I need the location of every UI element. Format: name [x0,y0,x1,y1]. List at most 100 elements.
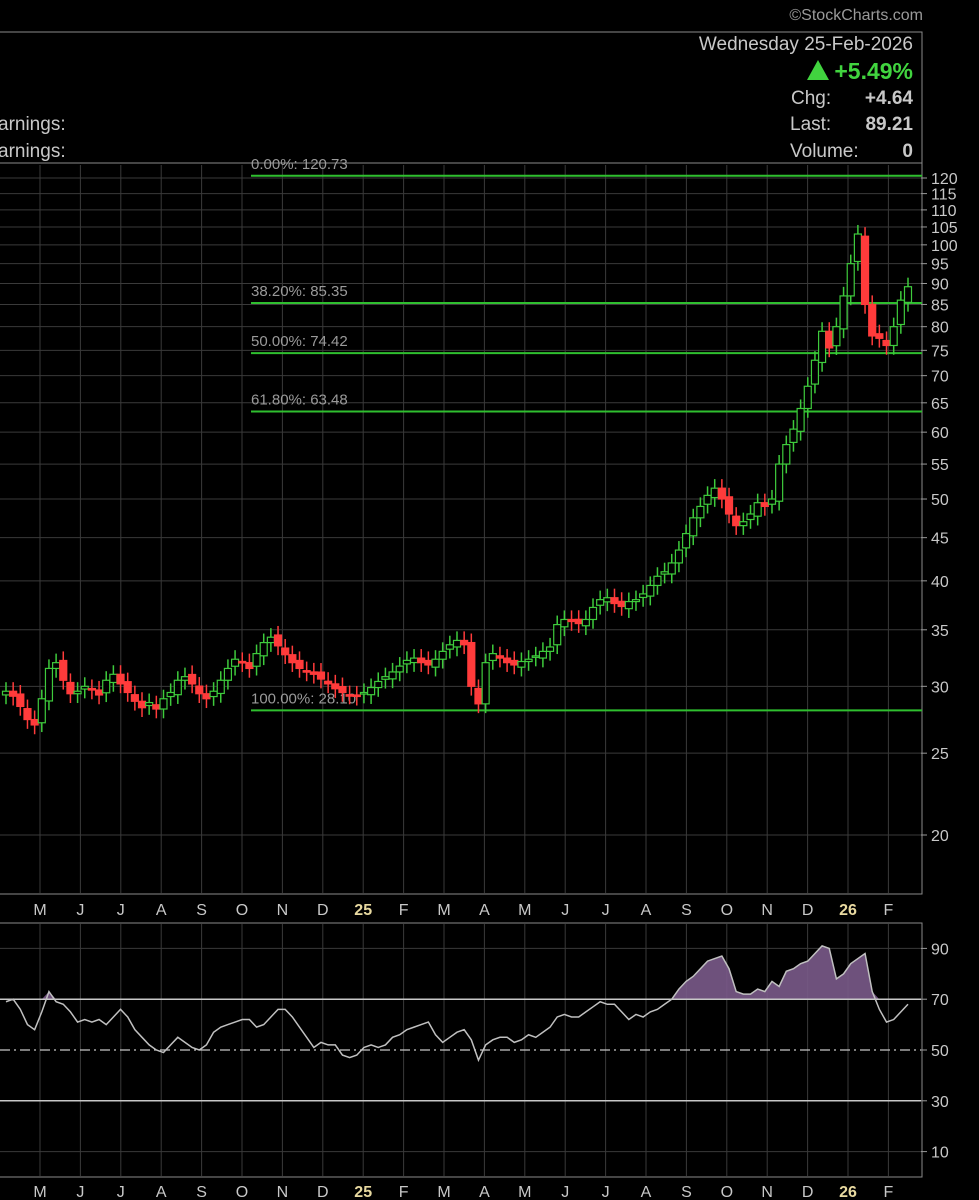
candle-body [59,659,68,681]
rsi-tick-label: 30 [931,1094,949,1111]
candle-body [259,641,268,657]
candle-body [710,487,719,499]
price-tick-label: 50 [931,492,949,509]
last-label: Last: [790,114,832,135]
candle-body [431,658,440,668]
candle-body [388,671,397,680]
candle-body [123,681,132,694]
candle-body [760,502,769,508]
candle-body [295,659,304,670]
volume-label: Volume: [790,141,859,162]
candle-body [610,597,619,605]
price-tick-label: 55 [931,457,949,474]
candle-body [674,549,684,564]
candle-body [359,691,369,695]
candle-body [481,662,490,705]
month-label: N [277,1184,289,1200]
candle-body [803,385,812,410]
candle-body [689,517,698,537]
candle-body [338,685,347,694]
fib-label: 0.00%: 120.73 [251,156,348,173]
month-label: F [884,1184,894,1200]
candle-body [810,359,820,385]
price-tick-label: 20 [931,828,949,845]
month-label: J [561,902,569,919]
month-label: M [33,902,46,919]
price-tick-label: 100 [931,238,958,255]
price-tick-label: 25 [931,746,949,763]
month-label: M [437,902,450,919]
candle-body [631,599,641,603]
month-label: F [399,902,409,919]
candle-body [309,671,318,675]
rsi-overbought-fill [6,945,908,1000]
candle-body [732,515,741,527]
candle-body [717,487,726,500]
candle-body [109,673,118,684]
fib-label: 50.00%: 74.42 [251,333,348,350]
fib-label: 100.00%: 28.10 [251,690,356,707]
candle-body [331,683,340,690]
candle-body [252,653,261,667]
price-tick-label: 75 [931,343,949,360]
price-tick-label: 110 [931,203,957,220]
month-label: M [33,1184,46,1200]
candle-body [639,593,648,599]
price-tick-label: 60 [931,425,949,442]
candle-body [789,428,798,443]
candle-body [180,676,190,681]
candle-body [653,575,662,587]
volume-value: 0 [902,141,913,162]
candle-body [617,600,626,608]
candle-body [503,657,512,664]
candle-body [23,708,32,721]
candle-body [230,658,240,667]
candle-body [646,584,655,597]
up-triangle-icon [807,60,830,80]
candle-body [882,339,891,347]
month-label: A [156,902,167,919]
rsi-indicator [0,944,921,1102]
candle-body [796,407,805,432]
price-tick-label: 120 [931,171,958,188]
month-label: F [399,1184,409,1200]
month-label: J [117,902,125,919]
price-tick-label: 85 [931,297,949,314]
month-label: D [317,1184,329,1200]
month-label: S [196,902,207,919]
candle-body [9,690,18,697]
candle-body [545,646,555,652]
candle-body [245,662,254,670]
month-label: N [761,1184,773,1200]
candle-body [424,659,433,666]
candle-body [395,665,404,673]
candle-body [266,636,275,644]
candle-body [560,618,569,628]
candle-body [417,657,426,664]
candle-body [667,562,676,575]
candle-body [145,701,154,707]
candle-body [87,687,97,691]
candle-body [460,639,469,646]
candle-body [510,659,519,666]
candle-body [137,700,147,709]
month-label: J [76,1184,84,1200]
candle-body [102,679,111,694]
candle-body [316,671,326,680]
candle-body [52,662,61,670]
price-tick-label: 70 [931,369,949,386]
rsi-tick-label: 70 [931,992,949,1009]
rsi-tick-label: 50 [931,1043,949,1060]
candle-body [596,599,605,606]
price-axis: 2025303540455055606570758085909510010511… [921,171,958,845]
candle-body [603,597,612,603]
month-label: N [761,902,773,919]
month-label: M [437,1184,450,1200]
candle-body [202,693,211,700]
candle-body [703,494,712,505]
month-label: J [76,902,84,919]
candle-body [903,286,913,303]
candle-body [1,690,11,696]
month-label: M [518,1184,531,1200]
